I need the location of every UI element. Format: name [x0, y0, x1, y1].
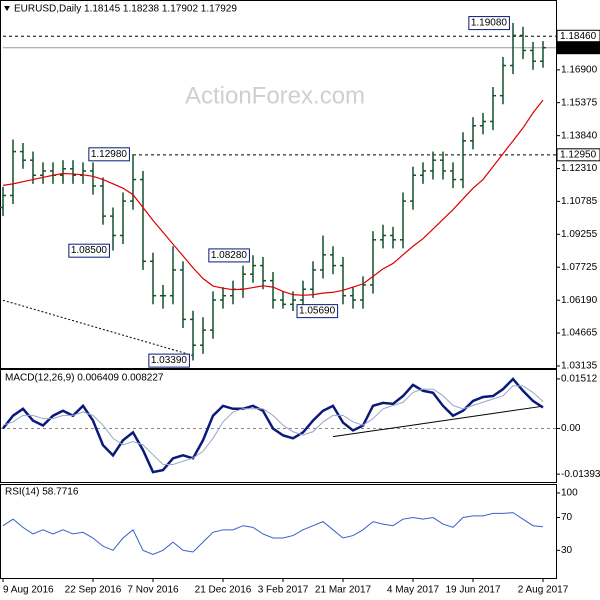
annotation-box: [208, 248, 250, 263]
y-tick-label: 1.16900: [561, 64, 598, 75]
y-tick-label: 1.09255: [561, 229, 598, 240]
macd-panel: [0, 369, 557, 483]
y-tick-label: 1.03135: [561, 361, 598, 372]
series-line: [2, 377, 544, 474]
title-icon: [4, 6, 10, 11]
moving-average: [2, 99, 544, 296]
y-tick-label: 1.06190: [561, 295, 598, 306]
y-tick-label: 70: [561, 512, 573, 523]
x-tick-label: 7 Nov 2016: [127, 585, 179, 596]
x-tick-label: 3 Feb 2017: [258, 585, 309, 596]
rsi-title: RSI(14) 58.7716: [5, 487, 79, 498]
level-box: [556, 148, 600, 162]
annotation-label: 1.03390: [151, 355, 188, 366]
series-line: [2, 512, 544, 555]
y-tick-label: 100: [561, 488, 578, 499]
annotation-box: [88, 147, 130, 162]
trendline: [332, 405, 544, 438]
annotation-label: 1.08500: [71, 245, 108, 256]
price-panel: [0, 0, 557, 369]
y-tick-label: 1.12310: [561, 163, 598, 174]
level-label: 1.18460: [560, 31, 597, 42]
y-tick-label: 0.00: [561, 423, 581, 434]
x-tick-label: 2 Aug 2017: [518, 585, 569, 596]
y-tick-label: 1.07725: [561, 262, 598, 273]
y-tick-label: 1.13840: [561, 130, 598, 141]
y-tick-label: -0.013938: [561, 469, 600, 480]
annotation-box: [68, 243, 110, 258]
annotation-label: 1.05690: [299, 306, 336, 317]
y-tick-label: 30: [561, 545, 573, 556]
annotation-label: 1.19080: [471, 18, 508, 29]
y-tick-label: 1.15375: [561, 97, 598, 108]
macd-title: MACD(12,26,9) 0.006409 0.008227: [5, 373, 164, 384]
y-tick-label: 1.04665: [561, 328, 598, 339]
annotation-label: 1.08280: [211, 250, 248, 261]
rsi-panel: [0, 484, 557, 579]
x-tick-label: 4 May 2017: [387, 585, 440, 596]
x-tick-label: 22 Sep 2016: [65, 585, 122, 596]
annotation-box: [296, 304, 339, 319]
level-label: 1.17929: [560, 42, 597, 53]
annotation-box: [148, 353, 190, 368]
annotation-box: [468, 16, 510, 31]
x-tick-label: 21 Mar 2017: [315, 585, 372, 596]
watermark: ActionForex.com: [185, 82, 365, 109]
level-box: [556, 41, 600, 55]
x-tick-label: 19 Jun 2017: [445, 585, 500, 596]
chart-title: EURUSD,Daily 1.18145 1.18238 1.17902 1.1…: [14, 4, 237, 15]
trendline: [2, 299, 194, 357]
level-label: 1.12950: [560, 149, 597, 160]
annotation-label: 1.12980: [91, 149, 128, 160]
series-line: [2, 385, 544, 466]
y-tick-label: 1.10785: [561, 196, 598, 207]
y-tick-label: 0.01512: [561, 374, 598, 385]
x-tick-label: 21 Dec 2016: [195, 585, 252, 596]
x-tick-label: 9 Aug 2016: [3, 585, 54, 596]
